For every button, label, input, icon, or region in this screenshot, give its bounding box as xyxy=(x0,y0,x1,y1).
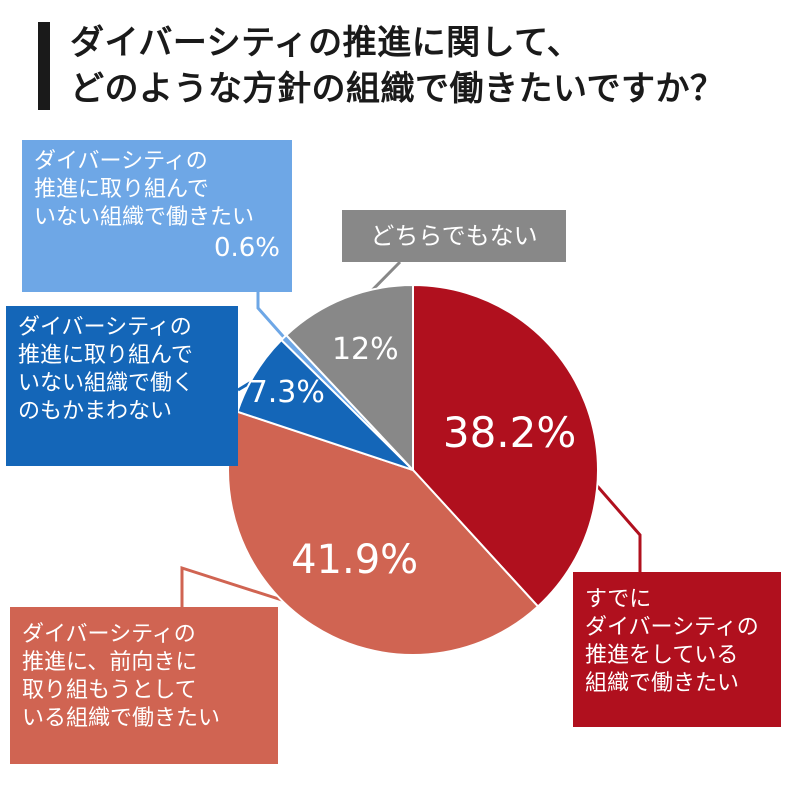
legend-line: 推進をしている xyxy=(585,643,739,668)
legend-line: どちらでもない xyxy=(370,222,538,250)
slice-value-label: 0.6% xyxy=(213,233,280,263)
legend-line: ダイバーシティの xyxy=(34,149,208,174)
legend-line: 推進に取り組んで xyxy=(34,177,209,202)
connector-positively-working xyxy=(180,565,291,607)
chart-title: ダイバーシティの推進に関して、 どのような方針の組織で働きたいですか？ xyxy=(70,20,790,112)
slice-value-label: 41.9% xyxy=(291,537,418,583)
legend-line: 取り組もうとして xyxy=(22,678,197,703)
legend-line: 組織で働きたい xyxy=(585,671,740,696)
connector-want-not-promoting xyxy=(256,292,290,343)
legend-line: いない組織で働きたい xyxy=(34,205,255,230)
legend-line: ダイバーシティの xyxy=(22,622,196,647)
title-line-2: どのような方針の組織で働きたいですか？ xyxy=(70,69,725,109)
legend-box-neither: どちらでもない xyxy=(342,210,566,262)
connector-already-promoting xyxy=(592,480,642,572)
slice-positively-working xyxy=(227,410,540,656)
pie-value-labels: 38.2% 41.9% 7.3%12% xyxy=(249,332,577,583)
legend-line: いない組織で働く xyxy=(18,371,195,396)
legend-box-positively-working: ダイバーシティの 推進に、前向きに 取り組もうとして いる組織で働きたい xyxy=(10,607,278,764)
legend-box-already-promoting: すでに ダイバーシティの 推進をしている 組織で働きたい xyxy=(573,572,781,727)
legend-line: 推進に取り組んで xyxy=(18,343,193,368)
legend-line: すでに xyxy=(585,587,652,612)
legend-line: のもかまわない xyxy=(18,399,173,424)
legend-box-dont-mind-not-promoting: ダイバーシティの 推進に取り組んで いない組織で働く のもかまわない xyxy=(6,306,238,466)
title-line-1: ダイバーシティの推進に関して、 xyxy=(70,23,582,63)
slice-value-label: 7.3% xyxy=(249,375,325,410)
slice-neither xyxy=(284,283,414,473)
title-accent-bar xyxy=(38,22,50,110)
legend-line: ダイバーシティの xyxy=(585,615,759,640)
pie-slices xyxy=(227,283,599,656)
slice-value-label: 38.2% xyxy=(443,408,576,457)
slice-value-label: 12% xyxy=(332,332,399,367)
legend-line: いる組織で働きたい xyxy=(22,706,221,731)
slice-already-promoting xyxy=(412,283,599,608)
legend-box-want-not-promoting: ダイバーシティの 推進に取り組んで いない組織で働きたい 0.6% xyxy=(22,140,292,292)
legend-line: 推進に、前向きに xyxy=(22,650,198,675)
legend-line: ダイバーシティの xyxy=(18,315,192,340)
